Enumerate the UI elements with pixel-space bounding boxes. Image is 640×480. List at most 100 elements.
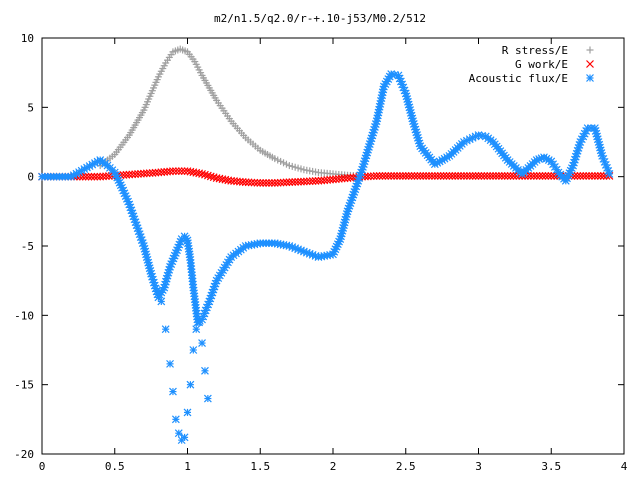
data-point — [486, 172, 495, 180]
data-point — [253, 178, 262, 187]
data-point — [393, 172, 401, 180]
data-point — [535, 172, 544, 180]
data-point — [448, 172, 457, 180]
data-point — [451, 172, 460, 180]
data-point — [550, 172, 559, 180]
data-point — [259, 178, 268, 187]
data-point — [195, 169, 204, 178]
data-point — [436, 172, 445, 180]
data-point — [267, 178, 276, 187]
y-tick-label: 10 — [21, 32, 34, 45]
x-tick-label: 2 — [330, 460, 337, 473]
data-point — [413, 172, 422, 180]
data-point — [201, 170, 209, 179]
data-point — [500, 172, 509, 180]
data-point — [378, 172, 387, 180]
data-point — [166, 359, 174, 368]
data-point — [457, 172, 465, 180]
data-point — [529, 172, 538, 180]
data-point — [576, 172, 585, 180]
data-point — [401, 172, 410, 180]
data-point — [375, 172, 384, 180]
data-point — [588, 172, 596, 180]
x-tick-label: 3.5 — [541, 460, 561, 473]
data-point — [201, 366, 209, 375]
data-point — [265, 178, 273, 187]
x-tick-label: 0.5 — [105, 460, 125, 473]
data-point — [468, 172, 477, 180]
data-point — [81, 172, 90, 181]
data-point — [596, 172, 605, 180]
data-point — [270, 178, 279, 187]
data-point — [166, 167, 174, 176]
data-point — [428, 172, 436, 180]
x-tick-label: 4 — [621, 460, 628, 473]
data-point — [422, 172, 431, 180]
data-point — [180, 433, 189, 442]
legend-label: R stress/E — [502, 44, 568, 57]
data-point — [445, 172, 454, 180]
x-tick-label: 3 — [475, 460, 482, 473]
data-point — [494, 172, 503, 180]
data-point — [390, 172, 399, 180]
data-point — [605, 169, 614, 178]
data-point — [186, 380, 195, 389]
data-point — [302, 177, 311, 186]
data-point — [220, 263, 229, 272]
data-point — [465, 172, 474, 180]
data-point — [396, 172, 404, 180]
y-tick-label: -5 — [21, 240, 34, 253]
data-point — [372, 172, 381, 180]
data-point — [462, 172, 471, 180]
data-point — [497, 172, 506, 180]
data-point — [590, 172, 599, 180]
data-point — [509, 172, 518, 180]
data-point — [387, 172, 396, 180]
data-point — [174, 167, 183, 176]
x-tick-label: 1 — [184, 460, 191, 473]
data-point — [398, 172, 407, 180]
legend-marker — [586, 74, 594, 82]
data-point — [363, 172, 372, 181]
data-point — [585, 172, 594, 180]
data-point — [209, 173, 218, 182]
data-point — [471, 172, 480, 180]
data-point — [285, 178, 294, 187]
data-point — [198, 169, 206, 178]
data-point — [174, 429, 183, 438]
data-point — [384, 172, 393, 180]
data-point — [439, 172, 448, 180]
data-point — [203, 394, 212, 403]
series-1 — [96, 45, 366, 180]
data-point — [294, 177, 303, 186]
data-point — [198, 339, 206, 347]
data-point — [526, 172, 535, 180]
data-point — [308, 177, 317, 186]
data-point — [538, 172, 547, 180]
data-point — [273, 178, 282, 187]
data-point — [477, 172, 486, 180]
data-point — [582, 172, 591, 180]
data-point — [203, 171, 212, 180]
data-point — [305, 177, 314, 186]
data-point — [410, 172, 419, 180]
data-point — [366, 172, 375, 181]
data-point — [195, 318, 204, 327]
legend-marker — [586, 46, 594, 54]
data-point — [90, 172, 99, 181]
data-point — [442, 172, 451, 180]
data-point — [369, 172, 378, 181]
data-point — [183, 408, 192, 417]
data-point — [541, 172, 550, 180]
legend-label: G work/E — [515, 58, 568, 71]
data-point — [206, 172, 215, 181]
data-point — [573, 172, 582, 180]
series-4 — [157, 297, 212, 445]
y-tick-label: 5 — [27, 101, 34, 114]
data-point — [381, 172, 390, 180]
data-point — [297, 177, 305, 186]
data-point — [282, 178, 291, 187]
data-point — [244, 178, 253, 187]
